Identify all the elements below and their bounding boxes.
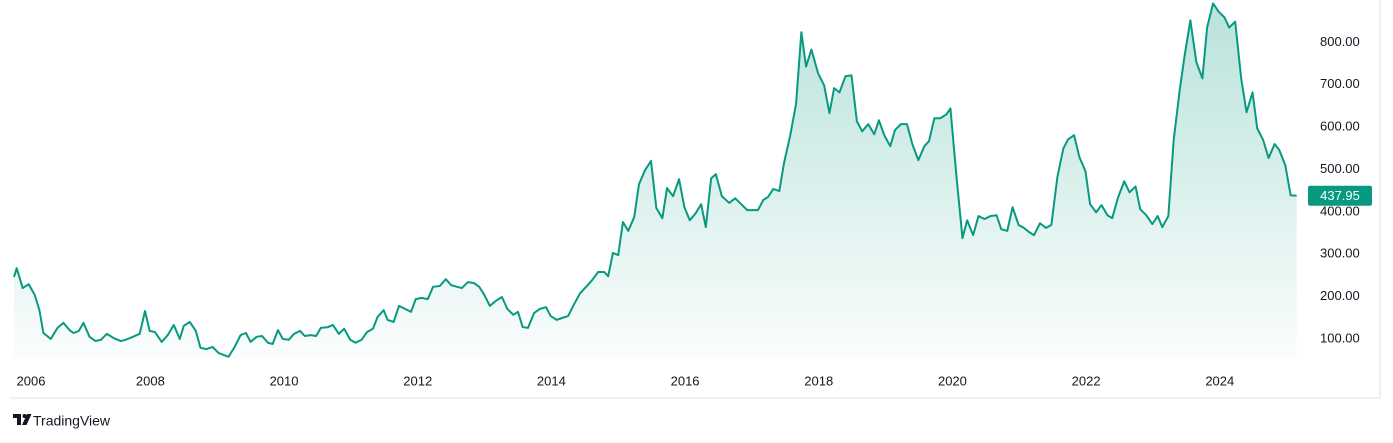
y-tick-label: 800.00 [1320, 34, 1360, 49]
y-tick-label: 100.00 [1320, 330, 1360, 345]
y-tick-label: 300.00 [1320, 246, 1360, 261]
y-tick-label: 600.00 [1320, 119, 1360, 134]
brand-logo [13, 414, 32, 425]
area-fill [14, 3, 1297, 358]
brand-name: TradingView [33, 413, 111, 429]
price-line [13, 2, 1297, 358]
x-tick-label: 2010 [270, 373, 299, 388]
x-tick-label: 2020 [938, 373, 967, 388]
x-tick-label: 2024 [1205, 373, 1234, 388]
x-tick-label: 2014 [537, 373, 566, 388]
x-tick-label: 2006 [17, 373, 46, 388]
x-tick-label: 2016 [671, 373, 700, 388]
x-tick-label: 2008 [136, 373, 165, 388]
x-tick-label: 2012 [403, 373, 432, 388]
x-tick-label: 2018 [804, 373, 833, 388]
last-price-badge [1308, 185, 1372, 206]
y-tick-label: 500.00 [1320, 161, 1360, 176]
y-tick-label: 200.00 [1320, 288, 1360, 303]
x-tick-label: 2022 [1072, 373, 1101, 388]
y-tick-label: 400.00 [1320, 203, 1360, 218]
y-tick-label: 700.00 [1320, 76, 1360, 91]
last-price-label: 437.95 [1320, 188, 1360, 203]
